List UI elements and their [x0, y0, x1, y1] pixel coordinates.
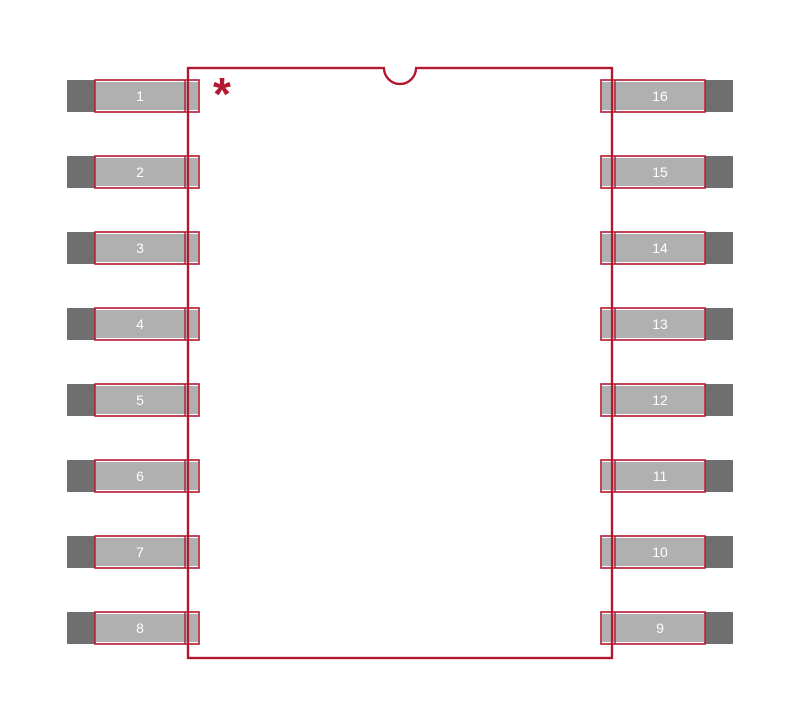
- pin-label: 5: [136, 392, 144, 408]
- pad-tail: [67, 156, 95, 188]
- pin-label: 16: [652, 88, 668, 104]
- pin-label: 1: [136, 88, 144, 104]
- pin-label: 12: [652, 392, 668, 408]
- pad-fill: [96, 538, 198, 566]
- pin-label: 2: [136, 164, 144, 180]
- pad-tail: [705, 536, 733, 568]
- pad-tail: [705, 156, 733, 188]
- pad-tail: [705, 384, 733, 416]
- pad-fill: [96, 614, 198, 642]
- pad-fill: [96, 82, 198, 110]
- pin-label: 7: [136, 544, 144, 560]
- pad-tail: [67, 536, 95, 568]
- pad-tail: [705, 612, 733, 644]
- pin-label: 14: [652, 240, 668, 256]
- pad-tail: [67, 460, 95, 492]
- pad-tail: [67, 308, 95, 340]
- pin-label: 13: [652, 316, 668, 332]
- ic-body-outline: [188, 68, 612, 658]
- pin1-marker-icon: *: [213, 68, 231, 120]
- pad-fill: [602, 614, 704, 642]
- pad-fill: [96, 386, 198, 414]
- pad-tail: [67, 384, 95, 416]
- pin-label: 9: [656, 620, 664, 636]
- pin-label: 10: [652, 544, 668, 560]
- pin-label: 3: [136, 240, 144, 256]
- pad-tail: [67, 232, 95, 264]
- pad-tail: [705, 80, 733, 112]
- pad-tail: [705, 460, 733, 492]
- pad-tail: [705, 232, 733, 264]
- pad-fill: [96, 462, 198, 490]
- ic-footprint-diagram: 12345678161514131211109*: [0, 0, 800, 726]
- pin-label: 6: [136, 468, 144, 484]
- pad-fill: [96, 234, 198, 262]
- pin-label: 11: [653, 468, 668, 484]
- pad-fill: [96, 158, 198, 186]
- pad-tail: [705, 308, 733, 340]
- pad-tail: [67, 80, 95, 112]
- pin-label: 8: [136, 620, 144, 636]
- pad-tail: [67, 612, 95, 644]
- pin-label: 4: [136, 316, 144, 332]
- pad-fill: [96, 310, 198, 338]
- pin-label: 15: [652, 164, 668, 180]
